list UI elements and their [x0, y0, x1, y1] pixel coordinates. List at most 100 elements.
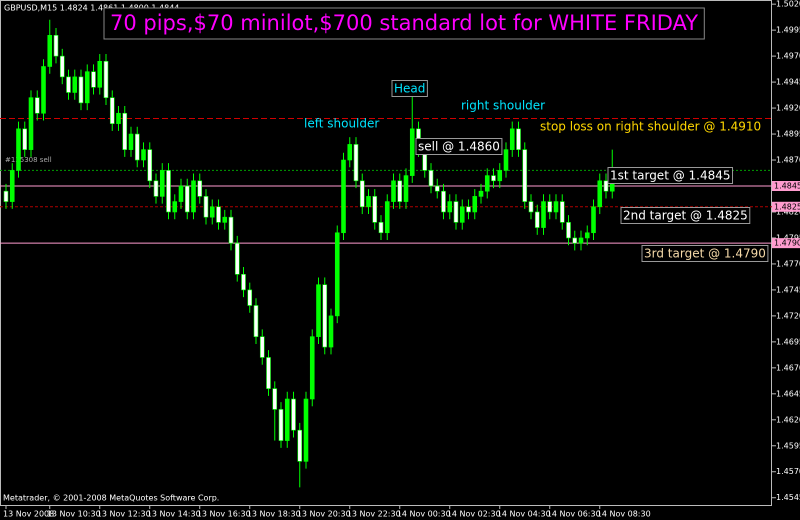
candle-body [384, 201, 390, 234]
candle-body [209, 206, 215, 218]
y-tick-label: 1.4770 [776, 259, 800, 268]
candle-body [16, 128, 21, 171]
level-label-box [772, 180, 800, 191]
x-tick-label: 14 Nov 08:30 [597, 510, 651, 519]
y-tick-label: 1.4595 [776, 441, 800, 450]
candle-body [559, 201, 565, 223]
y-tick-label: 1.4895 [776, 130, 800, 139]
candle-body [272, 388, 278, 410]
candle-body [3, 190, 9, 202]
x-tick-label: 13 Nov 18:30 [247, 510, 301, 519]
candle-body [53, 35, 59, 57]
y-tick-label: 1.4995 [776, 26, 800, 35]
candle-body [316, 284, 321, 337]
candle-body [391, 180, 396, 202]
candle-body [34, 97, 40, 114]
candle-body [191, 180, 196, 213]
candle-body [516, 128, 521, 150]
x-tick-label: 14 Nov 04:30 [497, 510, 551, 519]
x-tick-label: 14 Nov 00:30 [397, 510, 451, 519]
candle-body [228, 216, 234, 244]
x-tick-label: 13 Nov 10:30 [47, 510, 101, 519]
candle-body [78, 76, 84, 104]
candle-body [84, 71, 90, 104]
candle-body [509, 128, 515, 150]
x-tick-label: 13 Nov 16:30 [197, 510, 251, 519]
candle-body [141, 149, 146, 161]
candle-body [403, 175, 409, 202]
annotation: Head [394, 82, 425, 96]
level-label-box [772, 201, 800, 212]
candle-body [128, 133, 134, 150]
candle-body [103, 61, 109, 98]
annotation-box [620, 207, 751, 224]
level-label: 1.4790 [774, 239, 800, 248]
candle-body [134, 133, 140, 161]
annotation: right shoulder [461, 99, 545, 113]
candle-body [284, 398, 290, 441]
candle-body [116, 112, 121, 124]
x-tick-label: 13 Nov 20:30 [297, 510, 351, 519]
candle-body [597, 180, 603, 208]
candle-body [441, 190, 446, 213]
candle-body [341, 159, 346, 234]
candle-body [466, 206, 471, 213]
candle-body [578, 237, 584, 244]
copyright: Metatrader, © 2001-2008 MetaQuotes Softw… [3, 494, 219, 503]
candle-body [572, 237, 578, 244]
annotation: 3rd target @ 1.4790 [644, 247, 766, 261]
candle-body [378, 222, 384, 234]
y-tick-label: 1.4945 [776, 78, 800, 87]
candle-body [222, 216, 228, 223]
x-tick-label: 13 Nov 14:30 [147, 510, 201, 519]
candle-body [91, 71, 96, 88]
candle-body [566, 222, 571, 239]
candle-body [203, 196, 209, 218]
y-tick-label: 1.4870 [776, 156, 800, 165]
candle-body [41, 66, 46, 114]
candle-body [22, 128, 28, 150]
candle-body [247, 289, 253, 306]
candle-body [459, 206, 465, 223]
x-tick-label: 13 Nov 2008 [3, 510, 54, 519]
y-tick-label: 1.4820 [776, 207, 800, 216]
candle-body [241, 274, 246, 291]
y-tick-label: 1.4620 [776, 415, 800, 424]
candle-body [9, 170, 15, 202]
y-tick-label: 1.4745 [776, 285, 800, 294]
title-box [103, 7, 705, 40]
y-tick-label: 1.4645 [776, 389, 800, 398]
candle-body [253, 305, 259, 337]
candle-body [97, 61, 103, 88]
candle-body [297, 429, 303, 462]
candle-body [497, 170, 503, 182]
annotation: stop loss on right shoulder @ 1.4910 [540, 120, 761, 134]
candle-body [109, 97, 115, 124]
level-label-box [772, 238, 800, 249]
candle-body [72, 76, 78, 93]
candle-body [491, 175, 496, 182]
candle-body [122, 112, 128, 150]
candle-body [322, 284, 328, 348]
candle-body [197, 180, 203, 197]
y-tick-label: 1.4720 [776, 311, 800, 320]
level-label: 1.4845 [774, 181, 800, 190]
candle-body [478, 190, 484, 197]
annotation-box [415, 138, 503, 155]
candle-body [366, 196, 371, 208]
candle-body [453, 201, 459, 223]
candle-body [584, 232, 590, 239]
candle-body [278, 409, 284, 441]
candle-body [503, 149, 509, 171]
candle-body [484, 175, 490, 192]
annotation-box [641, 245, 769, 262]
y-tick-label: 1.4545 [776, 493, 800, 502]
x-tick-label: 14 Nov 02:30 [447, 510, 501, 519]
annotation: 2nd target @ 1.4825 [623, 209, 748, 223]
x-tick-label: 13 Nov 12:30 [97, 510, 151, 519]
candle-body [397, 180, 403, 202]
candle-body [347, 144, 353, 161]
candle-body [522, 149, 528, 202]
candle-body [66, 76, 71, 93]
